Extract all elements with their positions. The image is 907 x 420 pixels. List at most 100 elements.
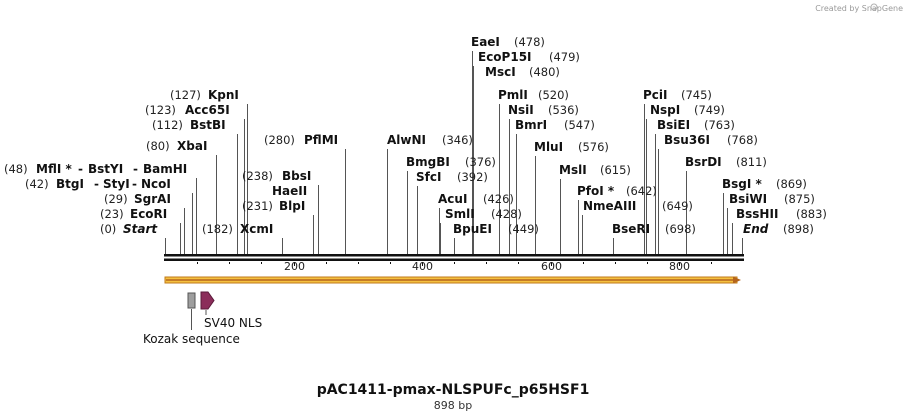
site-position-kpni: (127) <box>170 88 201 102</box>
site-position-bmri: (547) <box>564 118 595 132</box>
construct-length: 898 bp <box>434 399 472 412</box>
snapgene-logo-icon <box>870 3 878 11</box>
site-name-acui[interactable]: AcuI <box>438 192 467 206</box>
site-name-ecop15i[interactable]: EcoP15I <box>478 50 532 64</box>
site-name-styi[interactable]: StyI <box>103 177 130 191</box>
site-position-sfci: (392) <box>457 170 488 184</box>
ruler-label-800: 800 <box>669 260 690 273</box>
site-position-btgi: (42) <box>25 177 49 191</box>
cut-site-labels: Start (0) EcoRI (23) SgrAI (29) BtgI (42)MflI *… <box>4 35 827 236</box>
site-position-nspi: (749) <box>694 103 725 117</box>
sv40-nls-feature[interactable] <box>200 291 215 310</box>
site-name-bstbi[interactable]: BstBI <box>190 118 226 132</box>
site-position-blpi: (231) <box>242 199 273 213</box>
site-position-mlui: (576) <box>578 140 609 154</box>
site-name-btgi[interactable]: BtgI <box>56 177 84 191</box>
site-name-acc65i[interactable]: Acc65I <box>185 103 230 117</box>
site-name-bsshii[interactable]: BssHII <box>736 207 778 221</box>
site-position-bstbi: (112) <box>152 118 183 132</box>
site-position-nsii: (536) <box>548 103 579 117</box>
orf-arrowhead-icon <box>733 276 741 284</box>
site-name-bsrdi[interactable]: BsrDI <box>685 155 722 169</box>
site-position-bsgi: (869) <box>776 177 807 191</box>
construct-title: pAC1411-pmax-NLSPUFc_p65HSF1 <box>317 382 590 398</box>
site-name-pflmi[interactable]: PflMI <box>304 133 338 147</box>
site-position-pflmi: (280) <box>264 133 295 147</box>
site-name-mlui[interactable]: MluI <box>534 140 563 154</box>
site-name-pcii[interactable]: PciI <box>643 88 668 102</box>
site-name-bmri[interactable]: BmrI <box>515 118 547 132</box>
site-name-bseri[interactable]: BseRI <box>612 222 650 236</box>
site-position-xbai: (80) <box>146 139 170 153</box>
site-position-eaei: (478) <box>514 35 545 49</box>
ruler: 200 400 600 800 <box>197 260 712 273</box>
site-position-alwni: (346) <box>442 133 473 147</box>
site-name-xcmi[interactable]: XcmI <box>240 222 273 236</box>
site-name-bstyi[interactable]: BstYI <box>88 162 123 176</box>
site-position-bseri: (698) <box>665 222 696 236</box>
cut-site-lines <box>165 51 743 254</box>
site-separator-3: - <box>132 177 137 191</box>
site-position-bsiei: (763) <box>704 118 735 132</box>
site-name-bmgbi[interactable]: BmgBI <box>406 155 450 169</box>
site-name-start[interactable]: Start <box>123 222 158 236</box>
site-name-xbai[interactable]: XbaI <box>177 139 207 153</box>
site-name-sfci[interactable]: SfcI <box>416 170 441 184</box>
site-name-eaei[interactable]: EaeI <box>471 35 500 49</box>
site-name-bbsi[interactable]: BbsI <box>282 169 311 183</box>
site-name-bsu36i[interactable]: Bsu36I <box>664 133 710 147</box>
site-position-mfli: (48) <box>4 162 28 176</box>
site-position-bpuei: (449) <box>508 222 539 236</box>
ruler-label-400: 400 <box>412 260 433 273</box>
site-position-msli: (615) <box>600 163 631 177</box>
site-name-msci[interactable]: MscI <box>485 65 516 79</box>
ruler-label-600: 600 <box>541 260 562 273</box>
site-separator-0: - <box>78 162 83 176</box>
site-position-pmli: (520) <box>538 88 569 102</box>
site-position-bmgbi: (376) <box>465 155 496 169</box>
snapgene-credit: Created by SnapGene <box>815 4 903 13</box>
site-position-ecop15i: (479) <box>549 50 580 64</box>
site-separator-1: - <box>133 162 138 176</box>
site-name-bamhi[interactable]: BamHI <box>143 162 187 176</box>
site-name-msli[interactable]: MslI <box>559 163 587 177</box>
site-name-kpni[interactable]: KpnI <box>208 88 239 102</box>
site-position-end: (898) <box>783 222 814 236</box>
site-position-start: (0) <box>100 222 116 236</box>
site-position-nmeaiii: (649) <box>662 199 693 213</box>
site-name-pmli[interactable]: PmlI <box>498 88 528 102</box>
ruler-label-200: 200 <box>284 260 305 273</box>
site-position-xcmi: (182) <box>202 222 233 236</box>
site-position-smli: (428) <box>491 207 522 221</box>
site-name-sgrai[interactable]: SgrAI <box>134 192 171 206</box>
site-name-end[interactable]: End <box>743 222 769 236</box>
site-name-bsgi[interactable]: BsgI * <box>722 177 763 191</box>
site-name-bpuei[interactable]: BpuEI <box>453 222 492 236</box>
kozak-feature[interactable] <box>187 292 196 309</box>
site-name-nsii[interactable]: NsiI <box>508 103 534 117</box>
site-name-bsiei[interactable]: BsiEI <box>657 118 690 132</box>
site-name-mfli[interactable]: MflI * <box>36 162 72 176</box>
site-name-haeii[interactable]: HaeII <box>272 184 307 198</box>
site-position-acc65i: (123) <box>145 103 176 117</box>
site-position-sgrai: (29) <box>104 192 128 206</box>
site-name-blpi[interactable]: BlpI <box>279 199 305 213</box>
backbone-top-strand <box>164 254 744 257</box>
site-position-bsiwi: (875) <box>784 192 815 206</box>
site-name-nspi[interactable]: NspI <box>650 103 680 117</box>
site-name-alwni[interactable]: AlwNI <box>387 133 426 147</box>
site-name-pfoi[interactable]: PfoI * <box>577 184 615 198</box>
site-name-smli[interactable]: SmlI <box>445 207 475 221</box>
site-name-nmeaiii[interactable]: NmeAIII <box>583 199 636 213</box>
site-position-ecori: (23) <box>100 207 124 221</box>
site-name-ecori[interactable]: EcoRI <box>130 207 167 221</box>
site-position-pcii: (745) <box>681 88 712 102</box>
kozak-label: Kozak sequence <box>143 332 240 346</box>
sv40-nls-label: SV40 NLS <box>204 316 262 330</box>
site-name-ncoi[interactable]: NcoI <box>141 177 171 191</box>
site-position-bsu36i: (768) <box>727 133 758 147</box>
site-position-bsshii: (883) <box>796 207 827 221</box>
site-name-bsiwi[interactable]: BsiWI <box>729 192 767 206</box>
site-position-bsrdi: (811) <box>736 155 767 169</box>
